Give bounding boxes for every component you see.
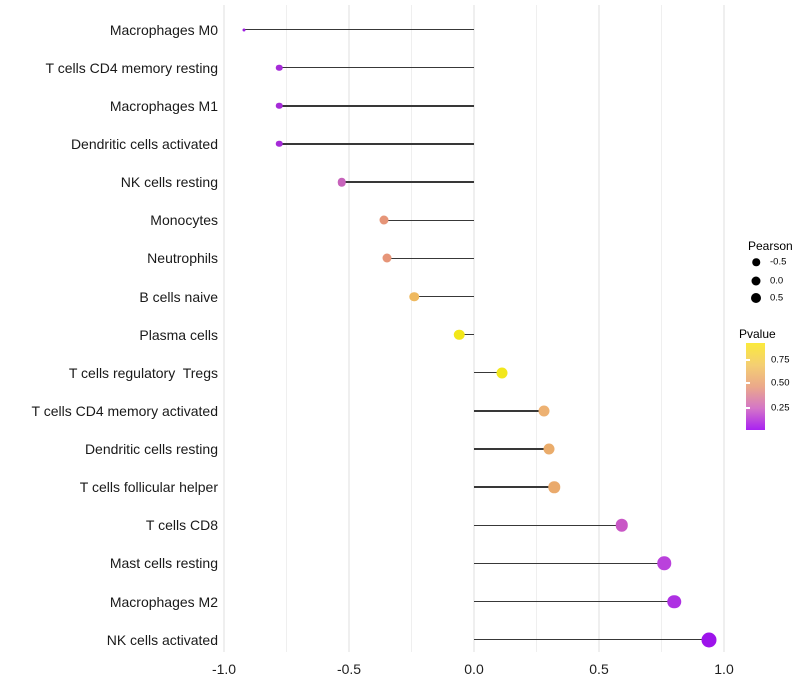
- lollipop-stick: [386, 257, 474, 260]
- x-tick-label: 0.5: [589, 661, 609, 677]
- lollipop-stick: [474, 448, 549, 450]
- category-label: NK cells resting: [120, 174, 218, 191]
- category-label: Macrophages M2: [109, 593, 218, 610]
- pvalue-gradient-bar: [746, 343, 765, 430]
- lollipop-stick: [341, 181, 474, 183]
- category-label: T cells regulatory Tregs: [68, 364, 218, 381]
- gridline: [285, 5, 288, 652]
- lollipop-dot: [382, 253, 391, 263]
- category-label: T cells follicular helper: [79, 479, 218, 496]
- lollipop-stick: [279, 67, 474, 69]
- lollipop-stick: [384, 219, 474, 221]
- x-tick-label: 0.0: [464, 661, 484, 677]
- lollipop-dot: [538, 405, 550, 417]
- category-label: NK cells activated: [106, 631, 218, 648]
- lollipop-stick: [474, 486, 554, 488]
- x-tick-label: -0.5: [336, 661, 362, 677]
- category-label: Plasma cells: [139, 326, 218, 343]
- lollipop-dot: [615, 519, 628, 532]
- pvalue-legend-label: 0.75: [771, 354, 790, 366]
- gridline: [660, 5, 663, 652]
- lollipop-dot: [379, 215, 389, 225]
- size-legend-dot: [751, 293, 761, 303]
- lollipop-stick: [474, 638, 709, 641]
- lollipop-stick: [459, 333, 474, 336]
- size-legend-label: 0.5: [770, 292, 784, 304]
- gridline: [723, 5, 725, 652]
- category-label: Neutrophils: [147, 250, 218, 267]
- lollipop-stick: [474, 524, 622, 526]
- size-legend-dot: [751, 276, 761, 286]
- category-label: Macrophages M1: [109, 97, 218, 114]
- lollipop-stick: [474, 562, 664, 565]
- lollipop-dot: [337, 177, 346, 187]
- lollipop-dot: [453, 329, 465, 340]
- gridline: [598, 5, 600, 652]
- category-label: Mast cells resting: [109, 555, 218, 572]
- lollipop-dot: [242, 28, 246, 32]
- lollipop-dot: [657, 556, 671, 571]
- lollipop-stick: [279, 143, 474, 145]
- lollipop-dot: [667, 594, 681, 609]
- pvalue-legend-label: 0.25: [771, 402, 790, 414]
- category-label: T cells CD8: [145, 517, 218, 534]
- gridline: [348, 5, 350, 652]
- lollipop-dot: [496, 367, 507, 379]
- size-legend-label: 0.0: [770, 275, 784, 287]
- gradient-tick: [746, 382, 750, 384]
- color-legend-title: Pvalue: [739, 327, 776, 341]
- lollipop-stick: [279, 105, 474, 107]
- category-label: T cells CD4 memory resting: [45, 59, 218, 76]
- lollipop-stick: [414, 295, 474, 298]
- lollipop-dot: [548, 481, 560, 493]
- lollipop-stick: [474, 372, 502, 374]
- gridline: [223, 5, 225, 652]
- category-label: Macrophages M0: [109, 21, 218, 38]
- lollipop-dot: [543, 443, 555, 455]
- lollipop-dot: [275, 140, 283, 148]
- gradient-tick: [746, 407, 750, 409]
- lollipop-dot: [275, 102, 283, 110]
- x-tick-label: 1.0: [714, 661, 734, 677]
- lollipop-dot: [409, 291, 419, 302]
- pvalue-legend-label: 0.50: [771, 377, 790, 389]
- gridline: [410, 5, 413, 652]
- size-legend-title: Pearson: [748, 239, 793, 253]
- lollipop-stick: [244, 28, 474, 31]
- lollipop-stick: [474, 600, 674, 603]
- size-legend-dot: [752, 258, 760, 266]
- category-label: B cells naive: [139, 288, 218, 305]
- category-label: Dendritic cells activated: [70, 135, 218, 152]
- category-label: Dendritic cells resting: [84, 441, 218, 458]
- category-label: T cells CD4 memory activated: [31, 402, 218, 419]
- gradient-tick: [746, 359, 750, 361]
- x-tick-label: -1.0: [211, 661, 237, 677]
- lollipop-dot: [701, 632, 717, 648]
- gridline: [535, 5, 538, 652]
- lollipop-dot: [275, 64, 283, 71]
- lollipop-stick: [474, 410, 544, 412]
- category-label: Monocytes: [150, 212, 218, 229]
- size-legend-label: -0.5: [770, 256, 787, 268]
- gridline: [473, 5, 475, 652]
